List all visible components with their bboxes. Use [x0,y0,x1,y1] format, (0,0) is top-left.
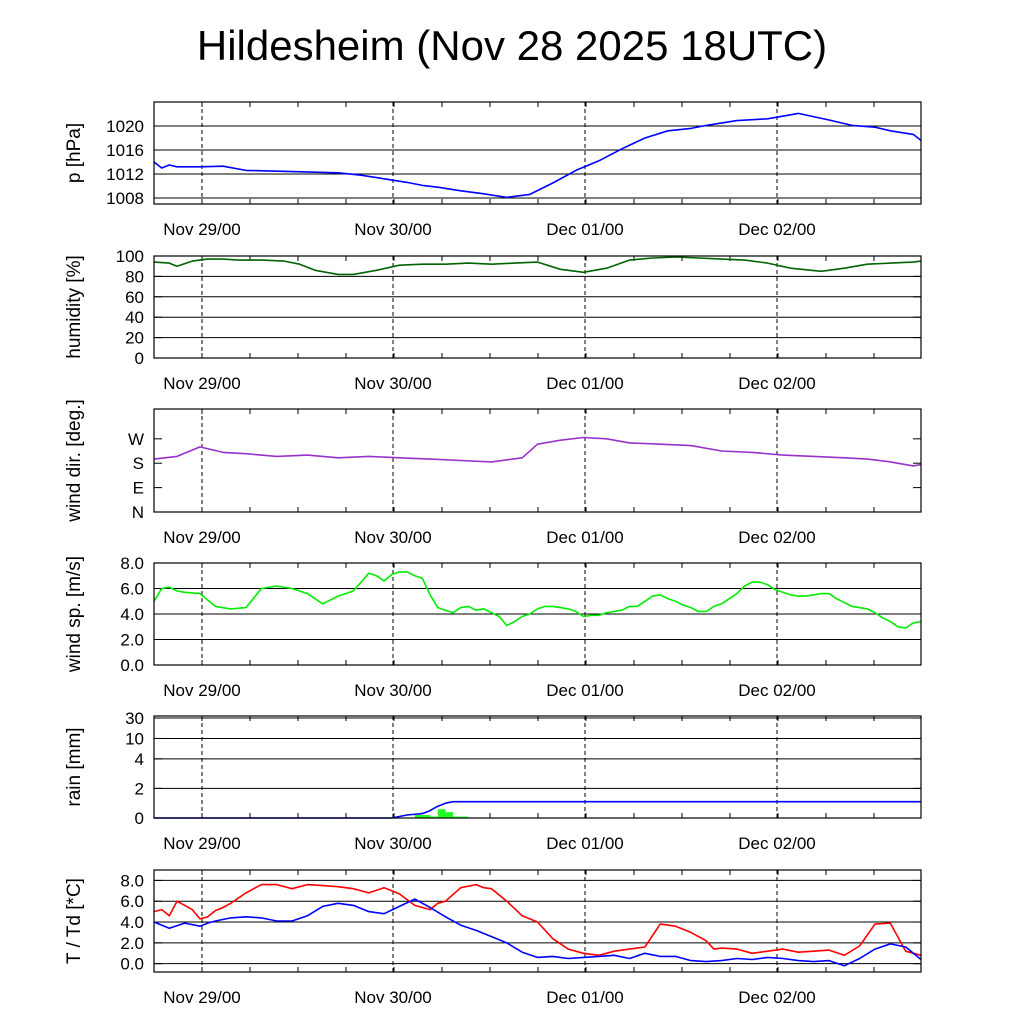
y-tick-label: 4.0 [120,605,144,624]
y-tick-label: S [133,454,144,473]
chart-title: Hildesheim (Nov 28 2025 18UTC) [196,22,828,69]
x-tick-label: Nov 30/00 [354,681,432,700]
plot-frame [153,869,922,973]
y-tick-label: 60 [125,288,144,307]
y-tick-label: 1008 [106,189,144,208]
y-axis-label: wind sp. [m/s] [64,556,85,673]
y-axis-label: T / Td [*C] [64,878,85,964]
plot-frame [153,101,922,205]
series-line-temperature_dewpoint-0 [153,883,922,957]
y-tick-label: 1020 [106,117,144,136]
x-tick-label: Dec 02/00 [738,220,816,239]
x-tick-label: Nov 30/00 [354,528,432,547]
y-tick-label: 2.0 [120,934,144,953]
y-tick-label: 0.0 [120,656,144,675]
plot-frame [153,562,922,666]
y-tick-label: 0.0 [120,955,144,974]
x-tick-label: Nov 30/00 [354,834,432,853]
x-tick-label: Nov 29/00 [163,834,241,853]
y-tick-label: 1016 [106,141,144,160]
y-tick-label: N [132,503,144,522]
y-axis-label: p [hPa] [64,123,85,183]
x-tick-label: Nov 30/00 [354,374,432,393]
x-tick-label: Dec 01/00 [546,988,624,1007]
y-tick-label: 8.0 [120,554,144,573]
y-tick-label: 6.0 [120,580,144,599]
rain-bar [437,809,446,818]
x-tick-label: Nov 29/00 [163,374,241,393]
y-tick-label: 100 [116,247,144,266]
series-line-temperature_dewpoint-1 [153,898,922,967]
y-tick-label: 30 [125,709,144,728]
x-tick-label: Dec 02/00 [738,374,816,393]
y-axis-label: rain [mm] [64,727,85,806]
plot-frame [153,255,922,359]
x-tick-label: Dec 02/00 [738,681,816,700]
panel-pressure: 1008 1012 1016 1020 p [hPa] Nov 29/00 Nov 30/0… [64,101,922,239]
y-tick-label: W [128,430,144,449]
x-tick-label: Dec 01/00 [546,528,624,547]
y-tick-label: 4 [135,750,144,769]
y-tick-label: 20 [125,329,144,348]
x-tick-label: Dec 02/00 [738,988,816,1007]
y-tick-label: 8.0 [120,871,144,890]
x-tick-label: Nov 30/00 [354,220,432,239]
y-tick-label: 4.0 [120,913,144,932]
panel-temperature_dewpoint: 0.0 2.0 4.0 6.0 8.0 T / Td [*C] Nov 29/00 Nov 3… [64,869,922,1007]
rain-bar [453,816,461,818]
rain-bar [460,816,469,818]
x-tick-label: Nov 29/00 [163,220,241,239]
rain-bar [414,815,423,818]
y-tick-label: E [133,479,144,498]
y-tick-label: 80 [125,267,144,286]
series-line-humidity-0 [153,256,922,276]
rain-bar [422,815,431,818]
plot-frame [153,408,922,513]
x-tick-label: Nov 29/00 [163,528,241,547]
rain-bar [445,812,454,818]
series-line-wind_speed-0 [153,571,922,629]
series-line-pressure-0 [153,112,922,199]
x-tick-label: Nov 29/00 [163,988,241,1007]
x-tick-label: Dec 02/00 [738,528,816,547]
y-tick-label: 2 [135,779,144,798]
x-tick-label: Dec 01/00 [546,834,624,853]
y-axis-label: wind dir. [deg.] [64,399,85,523]
x-tick-label: Nov 29/00 [163,681,241,700]
x-tick-label: Dec 01/00 [546,374,624,393]
y-tick-label: 40 [125,308,144,327]
panel-wind_speed: 0.0 2.0 4.0 6.0 8.0 wind sp. [m/s] Nov 29/00 No… [64,554,922,700]
rain-bar [430,816,438,818]
y-tick-label: 2.0 [120,631,144,650]
y-tick-label: 1012 [106,165,144,184]
y-tick-label: 10 [125,729,144,748]
x-tick-label: Nov 30/00 [354,988,432,1007]
x-tick-label: Dec 01/00 [546,220,624,239]
y-tick-label: 6.0 [120,892,144,911]
y-axis-label: humidity [%] [64,255,85,358]
x-tick-label: Dec 02/00 [738,834,816,853]
plot-frame [153,715,922,819]
series-line-wind_direction-0 [153,436,922,467]
y-tick-label: 0 [135,809,144,828]
y-tick-label: 0 [135,349,144,368]
series-line-rain-0 [154,800,921,819]
x-tick-label: Dec 01/00 [546,681,624,700]
